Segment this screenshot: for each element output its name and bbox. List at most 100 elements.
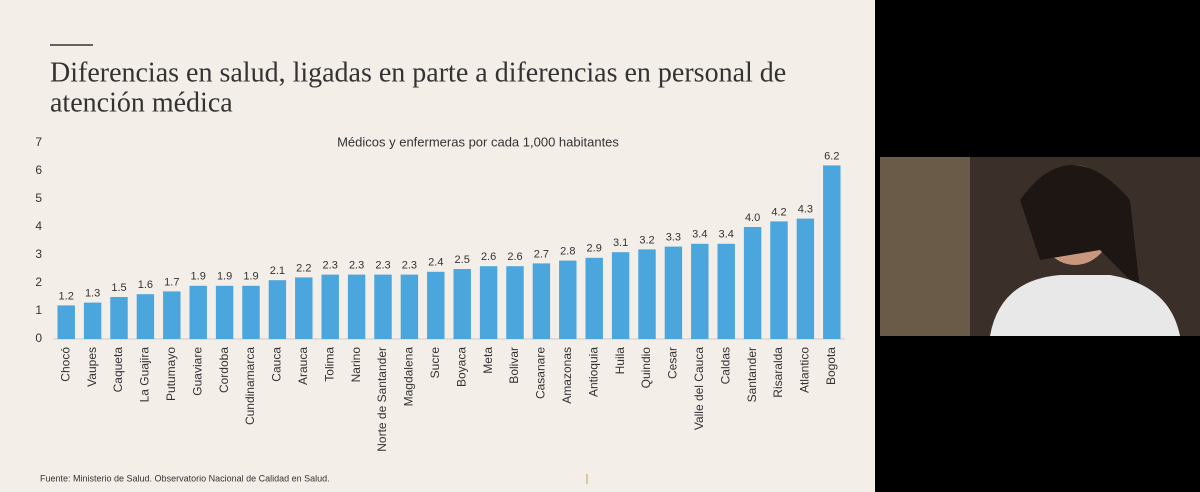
value-label: 2.8 [560, 246, 575, 258]
value-label: 2.1 [270, 265, 285, 277]
bar [506, 266, 524, 339]
x-tick-label: Putumayo [164, 347, 178, 401]
value-label: 1.9 [191, 271, 206, 283]
webcam-shirt [990, 275, 1180, 336]
x-tick-label: Casanare [534, 347, 548, 399]
bar [823, 165, 841, 339]
value-label: 1.6 [138, 279, 153, 291]
value-label: 2.6 [507, 251, 522, 263]
x-tick-label: Cundinamarca [243, 347, 257, 425]
value-label: 6.2 [824, 150, 839, 162]
slide-title: Diferencias en salud, ligadas en parte a… [50, 57, 786, 88]
bar [163, 291, 181, 339]
value-label: 1.2 [59, 290, 74, 302]
bar [559, 260, 577, 339]
x-tick-label: Cesar [666, 347, 680, 379]
x-tick-label: Meta [481, 347, 495, 374]
y-tick-label: 2 [35, 275, 42, 289]
value-label: 3.1 [613, 237, 628, 249]
x-tick-label: Quindio [639, 347, 653, 389]
bar [691, 243, 709, 339]
x-tick-label: Boyaca [454, 347, 468, 387]
bar [321, 274, 339, 339]
y-tick-label: 7 [35, 135, 42, 149]
bar [268, 280, 287, 339]
webcam [880, 157, 1200, 336]
y-tick-label: 6 [35, 163, 42, 177]
x-tick-label: Vaupes [85, 347, 99, 387]
bar [83, 302, 102, 339]
x-tick-label: La Guajira [138, 347, 152, 403]
value-label: 3.4 [692, 229, 707, 241]
bar [532, 263, 551, 339]
value-label: 3.2 [639, 234, 654, 246]
value-label: 4.2 [771, 206, 786, 218]
bar [664, 246, 683, 339]
value-label: 2.3 [375, 260, 390, 272]
value-label: 3.4 [719, 229, 734, 241]
source-note: Fuente: Ministerio de Salud. Observatori… [40, 473, 330, 483]
bar [110, 297, 128, 339]
x-tick-label: Santander [745, 347, 759, 402]
bar [770, 221, 788, 339]
bar [347, 274, 366, 339]
bar [189, 285, 207, 339]
x-tick-label: Magdalena [402, 347, 416, 407]
value-label: 2.2 [296, 262, 311, 274]
bar [796, 218, 815, 339]
x-tick-label: Narino [349, 347, 363, 383]
x-tick-label: Bogota [824, 347, 838, 385]
value-label: 1.9 [243, 271, 258, 283]
webcam-background [880, 157, 970, 336]
value-label: 1.5 [111, 282, 126, 294]
bar [479, 266, 498, 339]
x-tick-label: Antioquia [586, 347, 600, 397]
x-tick-label: Risaralda [771, 347, 785, 398]
webcam-hair [1020, 165, 1140, 290]
bar [427, 271, 445, 339]
slide-title: atención médica [50, 87, 233, 118]
x-tick-label: Norte de Santander [375, 347, 389, 452]
x-tick-label: Caqueta [111, 347, 125, 393]
bar [743, 227, 762, 339]
x-tick-label: Arauca [296, 347, 310, 385]
x-tick-label: Atlantico [798, 347, 812, 393]
x-tick-label: Amazonas [560, 347, 574, 404]
x-tick-label: Tolima [322, 347, 336, 382]
value-label: 2.3 [323, 260, 338, 272]
x-tick-label: Cordoba [217, 347, 231, 393]
bar [136, 294, 155, 339]
value-label: 4.0 [745, 212, 760, 224]
value-label: 3.3 [666, 232, 681, 244]
value-label: 4.3 [798, 204, 813, 216]
x-tick-label: Bolivar [507, 347, 521, 384]
bar [611, 252, 630, 339]
bar [295, 277, 313, 339]
chart-title: Médicos y enfermeras por cada 1,000 habi… [337, 134, 619, 149]
y-tick-label: 0 [35, 331, 42, 345]
x-tick-label: Sucre [428, 347, 442, 379]
bar [374, 274, 392, 339]
bar [57, 305, 75, 339]
bar [215, 285, 234, 339]
bar [242, 285, 260, 339]
value-label: 1.9 [217, 271, 232, 283]
bar [638, 249, 656, 339]
value-label: 1.3 [85, 288, 100, 300]
bar [453, 269, 471, 339]
bar [717, 243, 735, 339]
x-tick-label: Huila [613, 347, 627, 375]
value-label: 2.5 [455, 254, 470, 266]
x-tick-label: Chocó [58, 347, 72, 382]
bar [585, 257, 603, 339]
value-label: 2.7 [534, 248, 549, 260]
x-tick-label: Valle del Cauca [692, 347, 706, 430]
x-tick-label: Cauca [270, 347, 284, 382]
x-tick-label: Caldas [718, 347, 732, 384]
y-tick-label: 1 [35, 303, 42, 317]
value-label: 1.7 [164, 276, 179, 288]
value-label: 2.6 [481, 251, 496, 263]
value-label: 2.3 [402, 260, 417, 272]
